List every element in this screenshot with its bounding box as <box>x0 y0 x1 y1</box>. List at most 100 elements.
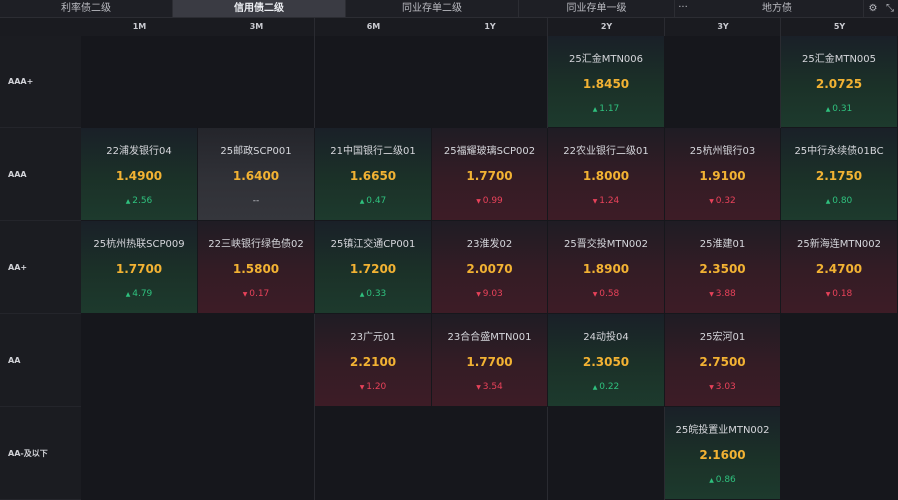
bond-change-value: 3.54 <box>482 382 503 392</box>
column-header-row: 1M 3M 6M 1Y 2Y 3Y 5Y <box>0 18 898 36</box>
bond-name: 23广元01 <box>350 332 396 343</box>
arrow-down-icon: ▼ <box>825 291 833 298</box>
column-header-1m: 1M <box>132 22 147 31</box>
tab-local-gov-bond[interactable]: 地方债 <box>691 0 864 17</box>
bond-yield: 2.3050 <box>582 355 630 369</box>
bond-cell[interactable]: 25汇金MTN005 2.0725 ▲ 0.31 <box>781 36 898 128</box>
bond-yield: 1.7700 <box>115 262 163 276</box>
settings-icon[interactable]: ⚙ <box>868 3 878 14</box>
bond-cell[interactable]: 21中国银行二级01 1.6650 ▲ 0.47 <box>315 128 432 221</box>
arrow-down-icon: ▼ <box>592 198 600 205</box>
bond-cell[interactable]: 25中行永续债01BC 2.1750 ▲ 0.80 <box>781 128 898 221</box>
bond-cell[interactable]: 25镇江交通CP001 1.7200 ▲ 0.33 <box>315 221 432 314</box>
bond-cell[interactable]: 25杭州热联SCP009 1.7700 ▲ 4.79 <box>81 221 198 314</box>
arrow-up-icon: ▲ <box>825 198 833 205</box>
bond-change: ▲ 0.47 <box>315 196 431 206</box>
tab-ncd-primary[interactable]: 同业存单一级 <box>519 0 675 17</box>
collapse-icon[interactable]: ⤡ <box>886 3 894 14</box>
row-header-aaa-plus: AAA+ <box>0 36 81 128</box>
bond-cell[interactable]: 25汇金MTN006 1.8450 ▲ 1.17 <box>548 36 665 128</box>
bond-change-value: 1.20 <box>366 382 387 392</box>
bond-change-value: 3.88 <box>715 289 736 299</box>
bond-change-value: 0.22 <box>599 382 620 392</box>
bond-change: ▲ 2.56 <box>81 196 197 206</box>
bond-change-value: 0.33 <box>366 289 387 299</box>
bond-name: 25镇江交通CP001 <box>330 239 416 250</box>
bond-name: 21中国银行二级01 <box>330 146 416 157</box>
bond-name: 25皖投置业MTN002 <box>675 425 770 436</box>
bond-change-value: 0.80 <box>832 196 853 206</box>
bond-name: 22浦发银行04 <box>106 146 172 157</box>
tab-credit-bond-secondary[interactable]: 信用债二级 <box>173 0 346 17</box>
tab-rate-bond-secondary[interactable]: 利率债二级 <box>0 0 173 17</box>
bond-change: ▼ 1.24 <box>548 196 664 206</box>
column-header-3y: 3Y <box>717 22 729 31</box>
row-header-aa-plus: AA+ <box>0 221 81 314</box>
bond-yield: 1.7700 <box>466 169 513 183</box>
bond-name: 24动投04 <box>583 332 629 343</box>
bond-name: 25汇金MTN006 <box>568 54 644 65</box>
arrow-up-icon: ▲ <box>709 477 716 484</box>
bond-cell[interactable]: 25福耀玻璃SCP002 1.7700 ▼ 0.99 <box>432 128 548 221</box>
bond-yield: 2.0070 <box>466 262 513 276</box>
arrow-down-icon: ▼ <box>359 384 367 391</box>
arrow-down-icon: ▼ <box>709 291 716 298</box>
bond-change-value: 0.99 <box>482 196 503 206</box>
bond-yield: 1.7700 <box>466 355 513 369</box>
bond-change-value: 0.18 <box>832 289 853 299</box>
row-header-aa-minus-and-below: AA-及以下 <box>0 407 81 500</box>
bond-name: 25杭州热联SCP009 <box>93 239 185 250</box>
column-header-2y: 2Y <box>600 22 613 31</box>
bond-name: 22农业银行二级01 <box>563 146 649 157</box>
bond-change: ▲ 1.17 <box>548 104 664 114</box>
bond-change: ▲ 0.31 <box>781 104 897 114</box>
arrow-down-icon: ▼ <box>709 198 716 205</box>
bond-change-value: 4.79 <box>132 289 153 299</box>
arrow-up-icon: ▲ <box>125 198 133 205</box>
bond-cell[interactable]: 25宏河01 2.7500 ▼ 3.03 <box>665 314 781 407</box>
tab-ncd-secondary[interactable]: 同业存单二级 <box>346 0 519 17</box>
bond-name: 25宏河01 <box>699 332 746 343</box>
bond-yield: 1.7200 <box>349 262 397 276</box>
bond-name: 25福耀玻璃SCP002 <box>443 146 536 157</box>
bond-cell[interactable]: 25淮建01 2.3500 ▼ 3.88 <box>665 221 781 314</box>
bond-cell[interactable]: 25皖投置业MTN002 2.1600 ▲ 0.86 <box>665 407 781 500</box>
bond-change-value: -- <box>252 196 260 206</box>
arrow-down-icon: ▼ <box>476 198 483 205</box>
bond-yield: 2.2100 <box>349 355 397 369</box>
bond-cell[interactable]: 22浦发银行04 1.4900 ▲ 2.56 <box>81 128 198 221</box>
bond-yield: 2.4700 <box>815 262 863 276</box>
arrow-down-icon: ▼ <box>242 291 250 298</box>
bond-cell[interactable]: 25新海连MTN002 2.4700 ▼ 0.18 <box>781 221 898 314</box>
bond-change-value: 1.24 <box>599 196 620 206</box>
bond-cell[interactable]: 23淮发02 2.0070 ▼ 9.03 <box>432 221 548 314</box>
bond-change: ▼ 0.17 <box>198 289 314 299</box>
bond-name: 25杭州银行03 <box>689 146 756 157</box>
bond-cell[interactable]: 25晋交投MTN002 1.8900 ▼ 0.58 <box>548 221 665 314</box>
bond-cell[interactable]: 23合合盛MTN001 1.7700 ▼ 3.54 <box>432 314 548 407</box>
bond-cell[interactable]: 22农业银行二级01 1.8000 ▼ 1.24 <box>548 128 665 221</box>
bond-cell[interactable]: 24动投04 2.3050 ▲ 0.22 <box>548 314 665 407</box>
bond-yield: 1.6400 <box>232 169 280 183</box>
bond-yield: 1.8900 <box>582 262 630 276</box>
row-header-aaa: AAA <box>0 128 81 221</box>
bond-change: ▼ 1.20 <box>315 382 431 392</box>
bond-yield: 2.1750 <box>815 169 863 183</box>
bond-yield: 1.6650 <box>349 169 397 183</box>
bond-cell[interactable]: 22三峡银行绿色债02 1.5800 ▼ 0.17 <box>198 221 315 314</box>
more-icon[interactable]: ··· <box>678 2 688 13</box>
bond-change-value: 0.17 <box>249 289 270 299</box>
row-header-aa: AA <box>0 314 81 407</box>
arrow-up-icon: ▲ <box>592 384 600 391</box>
bond-change: ▼ 9.03 <box>432 289 547 299</box>
bond-yield: 1.5800 <box>232 262 280 276</box>
bond-yield: 2.0725 <box>815 77 863 91</box>
bond-yield: 1.9100 <box>699 169 746 183</box>
bond-name: 25晋交投MTN002 <box>563 239 649 250</box>
bond-cell[interactable]: 25邮政SCP001 1.6400 -- <box>198 128 315 221</box>
bond-change-value: 0.58 <box>599 289 620 299</box>
arrow-down-icon: ▼ <box>476 384 483 391</box>
bond-cell[interactable]: 25杭州银行03 1.9100 ▼ 0.32 <box>665 128 781 221</box>
bond-cell[interactable]: 23广元01 2.2100 ▼ 1.20 <box>315 314 432 407</box>
bond-change-value: 1.17 <box>599 104 620 114</box>
